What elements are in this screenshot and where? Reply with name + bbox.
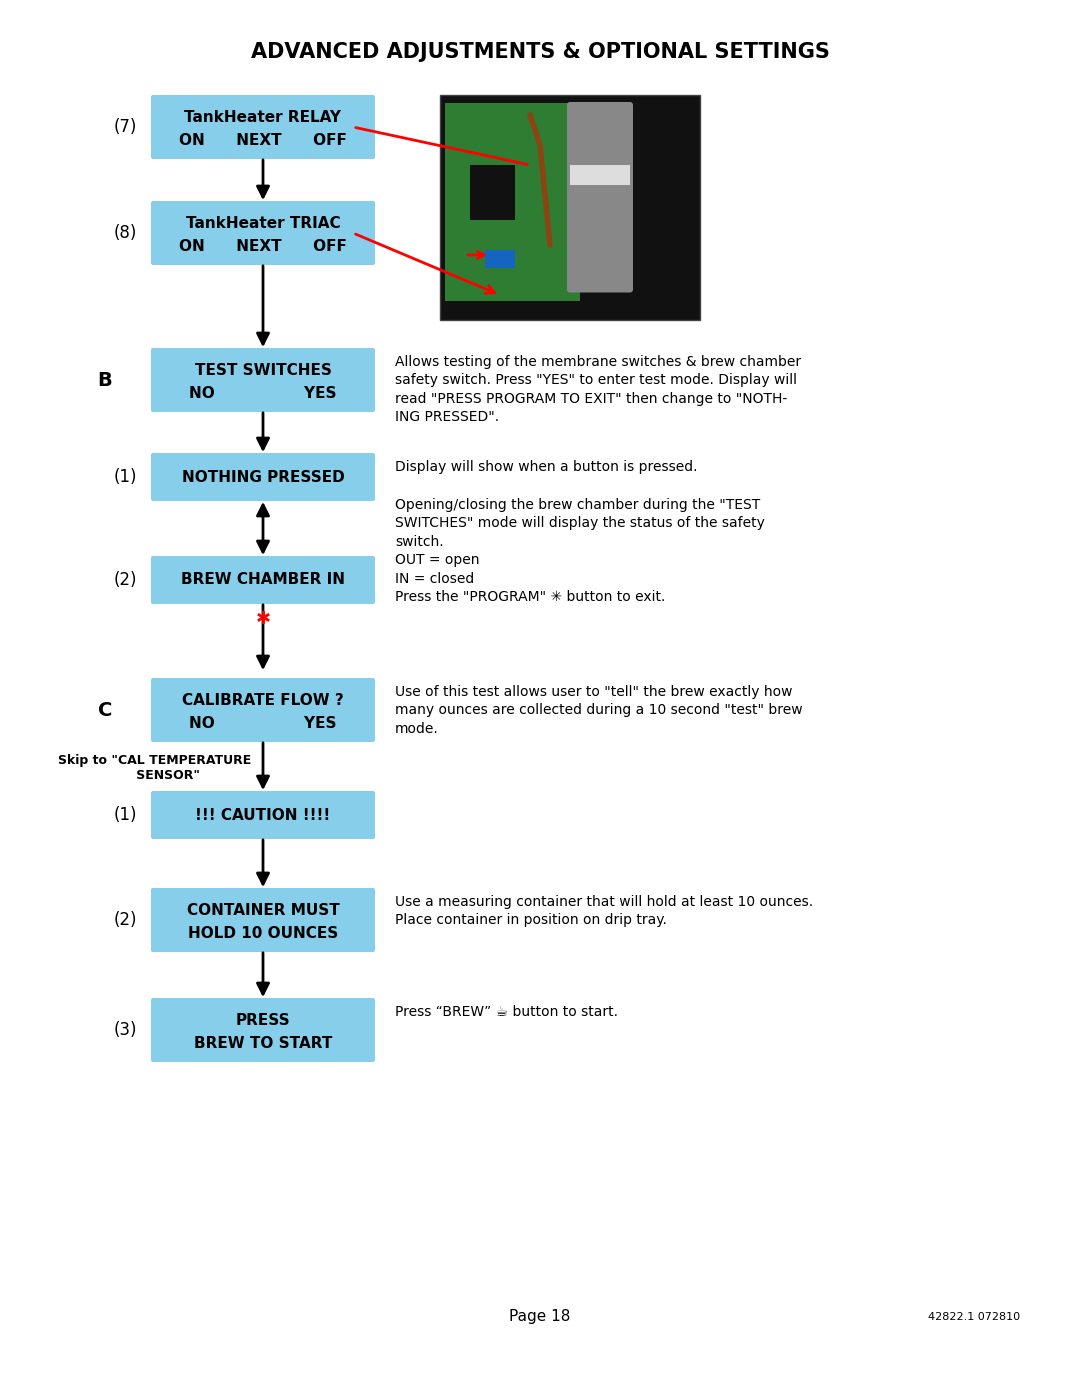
Text: TankHeater TRIAC: TankHeater TRIAC bbox=[186, 217, 340, 231]
FancyBboxPatch shape bbox=[151, 997, 375, 1062]
Text: Skip to "CAL TEMPERATURE
      SENSOR": Skip to "CAL TEMPERATURE SENSOR" bbox=[58, 754, 252, 782]
Text: ADVANCED ADJUSTMENTS & OPTIONAL SETTINGS: ADVANCED ADJUSTMENTS & OPTIONAL SETTINGS bbox=[251, 42, 829, 61]
FancyBboxPatch shape bbox=[151, 201, 375, 265]
FancyBboxPatch shape bbox=[570, 165, 630, 184]
FancyBboxPatch shape bbox=[470, 165, 515, 219]
Text: PRESS: PRESS bbox=[235, 1013, 291, 1028]
Text: (1): (1) bbox=[113, 806, 137, 824]
Text: 42822.1 072810: 42822.1 072810 bbox=[928, 1312, 1020, 1322]
FancyBboxPatch shape bbox=[440, 95, 700, 320]
Text: Use a measuring container that will hold at least 10 ounces.
Place container in : Use a measuring container that will hold… bbox=[395, 895, 813, 928]
Text: ON      NEXT      OFF: ON NEXT OFF bbox=[179, 239, 347, 254]
Text: Use of this test allows user to "tell" the brew exactly how
many ounces are coll: Use of this test allows user to "tell" t… bbox=[395, 685, 802, 736]
Text: (1): (1) bbox=[113, 468, 137, 486]
Text: (2): (2) bbox=[113, 911, 137, 929]
Text: NO                 YES: NO YES bbox=[189, 715, 337, 731]
Text: C: C bbox=[98, 700, 112, 719]
FancyBboxPatch shape bbox=[485, 250, 515, 268]
Text: Allows testing of the membrane switches & brew chamber
safety switch. Press "YES: Allows testing of the membrane switches … bbox=[395, 355, 801, 425]
FancyBboxPatch shape bbox=[567, 102, 633, 292]
FancyBboxPatch shape bbox=[151, 453, 375, 502]
Text: (7): (7) bbox=[113, 117, 137, 136]
Text: CONTAINER MUST: CONTAINER MUST bbox=[187, 902, 339, 918]
FancyBboxPatch shape bbox=[151, 348, 375, 412]
Text: HOLD 10 OUNCES: HOLD 10 OUNCES bbox=[188, 926, 338, 940]
Text: Opening/closing the brew chamber during the "TEST
SWITCHES" mode will display th: Opening/closing the brew chamber during … bbox=[395, 497, 765, 604]
Text: NOTHING PRESSED: NOTHING PRESSED bbox=[181, 469, 345, 485]
Text: (2): (2) bbox=[113, 571, 137, 590]
FancyBboxPatch shape bbox=[151, 888, 375, 951]
FancyBboxPatch shape bbox=[151, 791, 375, 840]
FancyBboxPatch shape bbox=[151, 678, 375, 742]
Text: Display will show when a button is pressed.: Display will show when a button is press… bbox=[395, 460, 698, 474]
Text: ✱: ✱ bbox=[256, 610, 271, 629]
Text: BREW TO START: BREW TO START bbox=[193, 1035, 333, 1051]
Text: ON      NEXT      OFF: ON NEXT OFF bbox=[179, 133, 347, 148]
Text: TEST SWITCHES: TEST SWITCHES bbox=[194, 363, 332, 379]
FancyBboxPatch shape bbox=[151, 95, 375, 159]
Text: BREW CHAMBER IN: BREW CHAMBER IN bbox=[181, 573, 345, 588]
Text: Press “BREW” ☕ button to start.: Press “BREW” ☕ button to start. bbox=[395, 1004, 618, 1018]
Text: (8): (8) bbox=[113, 224, 137, 242]
Text: (3): (3) bbox=[113, 1021, 137, 1039]
Text: NO                 YES: NO YES bbox=[189, 386, 337, 401]
Text: !!! CAUTION !!!!: !!! CAUTION !!!! bbox=[195, 807, 330, 823]
Text: Page 18: Page 18 bbox=[510, 1309, 570, 1324]
Text: B: B bbox=[97, 370, 112, 390]
Text: TankHeater RELAY: TankHeater RELAY bbox=[185, 110, 341, 124]
Text: CALIBRATE FLOW ?: CALIBRATE FLOW ? bbox=[183, 693, 343, 708]
FancyBboxPatch shape bbox=[445, 103, 580, 300]
FancyBboxPatch shape bbox=[151, 556, 375, 604]
